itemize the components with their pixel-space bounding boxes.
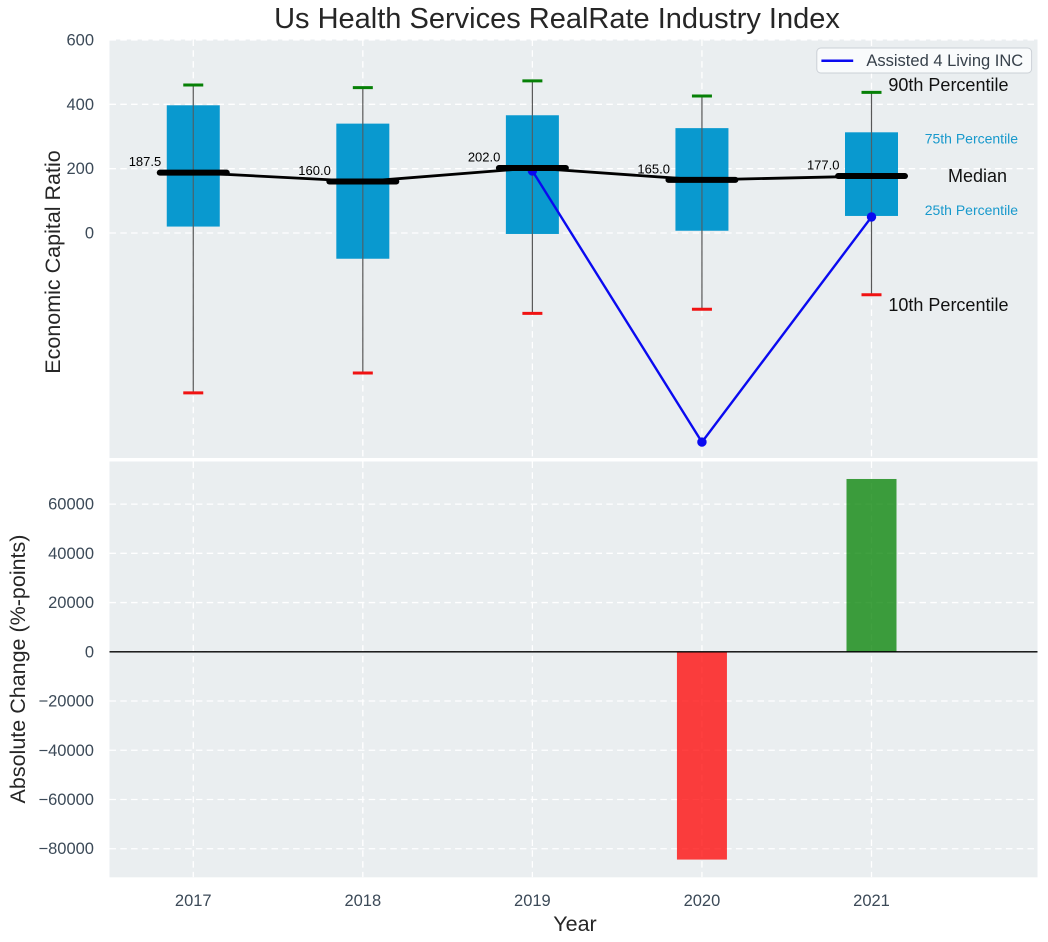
- legend: Assisted 4 Living INC: [816, 47, 1033, 74]
- xtick-2018: 2018: [344, 892, 381, 910]
- bar-2020: [676, 651, 727, 860]
- annotation-90th-percentile: 90th Percentile: [888, 75, 1008, 95]
- bottom-ytick--20000: −20000: [38, 693, 94, 711]
- top-y-axis-label: Economic Capital Ratio: [41, 150, 65, 374]
- bottom-ytick--80000: −80000: [38, 840, 94, 858]
- xtick-2021: 2021: [853, 892, 890, 910]
- median-value-2020: 165.0: [637, 161, 670, 176]
- bottom-ytick--40000: −40000: [38, 742, 94, 760]
- legend-box: [816, 47, 1033, 74]
- median-value-2017: 187.5: [129, 154, 162, 169]
- median-value-2019: 202.0: [468, 150, 501, 165]
- bottom-ytick-40000: 40000: [48, 545, 94, 563]
- xtick-2020: 2020: [684, 892, 721, 910]
- company-marker-2021: [866, 212, 877, 222]
- annotation-median: Median: [948, 166, 1007, 186]
- top-ytick-400: 400: [66, 96, 94, 114]
- annotation-75th-percentile: 75th Percentile: [925, 131, 1019, 147]
- xtick-2019: 2019: [514, 892, 551, 910]
- median-value-2021: 177.0: [807, 158, 840, 173]
- top-ytick-200: 200: [66, 160, 94, 178]
- legend-label: Assisted 4 Living INC: [866, 52, 1023, 70]
- bottom-ytick-0: 0: [85, 643, 94, 661]
- x-axis-label: Year: [553, 912, 596, 936]
- top-ytick-0: 0: [85, 225, 94, 243]
- company-marker-2020: [697, 437, 707, 447]
- bottom-ytick-60000: 60000: [48, 496, 94, 514]
- bottom-y-axis-label: Absolute Change (%-points): [6, 535, 30, 804]
- bottom-plot-background: [109, 461, 1038, 878]
- xtick-2017: 2017: [175, 892, 212, 910]
- top-ytick-600: 600: [66, 31, 94, 49]
- annotation-25th-percentile: 25th Percentile: [925, 202, 1019, 218]
- bottom-ytick--60000: −60000: [38, 791, 94, 809]
- bar-2021: [846, 478, 897, 652]
- top-plot-background: [109, 39, 1038, 458]
- annotation-10th-percentile: 10th Percentile: [888, 295, 1008, 315]
- chart-title: Us Health Services RealRate Industry Ind…: [274, 3, 840, 35]
- chart-marks: 0 200 400 600 −80000 −60000 −40000 −20000 0 20000…: [38, 31, 1038, 910]
- median-value-2018: 160.0: [298, 163, 331, 178]
- bottom-ytick-20000: 20000: [48, 594, 94, 612]
